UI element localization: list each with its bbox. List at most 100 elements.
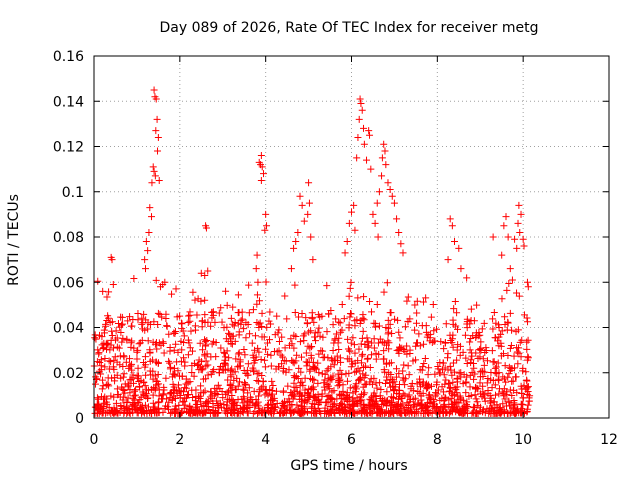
roti-point [128,337,136,345]
roti-point [395,370,403,378]
roti-point [405,371,413,379]
roti-point [379,396,387,404]
roti-point [153,378,161,386]
roti-point [245,281,253,289]
roti-point [425,364,433,372]
roti-point [308,315,316,323]
roti-point [449,404,457,412]
roti-point [154,359,162,367]
roti-point [170,370,178,378]
roti-point [304,342,312,350]
roti-point [160,383,168,391]
roti-point [125,404,133,412]
roti-point [346,284,354,292]
roti-point [404,362,412,370]
roti-point [189,347,197,355]
roti-point [501,395,509,403]
roti-point [427,313,435,321]
roti-point [342,391,350,399]
roti-point [438,394,446,402]
roti-point [138,336,146,344]
roti-point [479,372,487,380]
roti-point [372,392,380,400]
roti-point [99,287,107,295]
roti-point [119,320,127,328]
roti-point [466,346,474,354]
roti-point [522,368,530,376]
roti-point [445,396,453,404]
roti-point [245,384,253,392]
roti-point [243,397,251,405]
roti-point [346,313,354,321]
roti-point [199,389,207,397]
roti-point [463,398,471,406]
roti-point [435,369,443,377]
roti-point [234,363,242,371]
roti-point [380,288,388,296]
roti-point [134,316,142,324]
roti-point [511,373,519,381]
roti-point [370,374,378,382]
roti-point [297,395,305,403]
roti-point [101,355,109,363]
roti-point [126,355,134,363]
roti-point [213,397,221,405]
roti-point [497,409,505,417]
roti-point [149,338,157,346]
roti-point [353,316,361,324]
roti-point [359,370,367,378]
roti-point [332,315,340,323]
roti-point [337,400,345,408]
roti-point [155,386,163,394]
roti-point [268,390,276,398]
roti-point [328,396,336,404]
roti-point [513,244,521,252]
roti-point [453,389,461,397]
roti-point [344,335,352,343]
roti-point [172,340,180,348]
roti-point [450,368,458,376]
roti-point [357,402,365,410]
roti-point [434,365,442,373]
roti-point [484,387,492,395]
roti-point [379,355,387,363]
roti-point [240,404,248,412]
roti-point [370,319,378,327]
roti-point [217,344,225,352]
roti-point [105,314,113,322]
roti-point [240,325,248,333]
roti-point [150,318,158,326]
roti-point [110,365,118,373]
roti-point [495,390,503,398]
roti-point [378,154,386,162]
roti-point [355,115,363,123]
roti-point [476,368,484,376]
roti-point [288,400,296,408]
roti-point [114,320,122,328]
roti-point [180,404,188,412]
roti-point [399,367,407,375]
roti-point [363,156,371,164]
roti-point [180,332,188,340]
roti-point [366,395,374,403]
roti-point [367,351,375,359]
roti-point [145,228,153,236]
roti-point [354,133,362,141]
axis-ticks: 0 0.02 0.04 0.06 0.08 0.1 0.12 0.14 0.16 0 2 4 6 8 10 1… [53,49,618,448]
roti-point [501,362,509,370]
roti-point [169,386,177,394]
roti-point [178,346,186,354]
roti-point [194,295,202,303]
roti-point [365,127,373,135]
roti-point [202,224,210,232]
roti-point [150,167,158,175]
roti-point [387,402,395,410]
roti-point [513,348,521,356]
roti-point [282,407,290,415]
roti-point [302,314,310,322]
roti-point [224,395,232,403]
roti-point [123,336,131,344]
roti-point [105,382,113,390]
roti-point [106,346,114,354]
roti-point [141,382,149,390]
